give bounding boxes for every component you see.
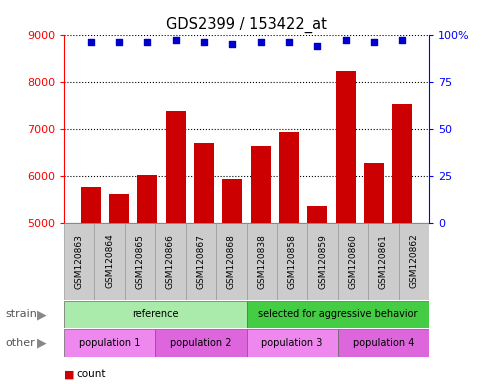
Point	[285, 39, 293, 45]
Text: population 2: population 2	[170, 338, 232, 348]
Bar	[246, 301, 429, 328]
Bar	[194, 143, 214, 223]
Bar	[246, 329, 338, 357]
Point	[143, 39, 151, 45]
Text: GSM120867: GSM120867	[196, 234, 206, 288]
Bar	[368, 223, 398, 300]
Bar	[338, 329, 429, 357]
Bar	[222, 179, 242, 223]
Bar	[186, 223, 216, 300]
Point	[342, 37, 350, 43]
Point	[87, 39, 95, 45]
Text: GSM120865: GSM120865	[136, 234, 144, 288]
Text: ■: ■	[64, 369, 74, 379]
Bar	[155, 329, 246, 357]
Point	[370, 39, 378, 45]
Bar	[307, 223, 338, 300]
Point	[200, 39, 208, 45]
Bar	[246, 223, 277, 300]
Point	[172, 37, 179, 43]
Bar	[277, 223, 307, 300]
Bar	[251, 146, 271, 223]
Bar	[125, 223, 155, 300]
Point	[398, 37, 406, 43]
Text: GDS2399 / 153422_at: GDS2399 / 153422_at	[166, 17, 327, 33]
Bar	[398, 223, 429, 300]
Bar	[95, 223, 125, 300]
Text: GSM120858: GSM120858	[287, 234, 297, 288]
Bar	[279, 132, 299, 223]
Text: GSM120860: GSM120860	[349, 234, 357, 288]
Text: population 4: population 4	[352, 338, 414, 348]
Bar	[64, 223, 95, 300]
Text: population 3: population 3	[261, 338, 323, 348]
Bar	[216, 223, 246, 300]
Bar	[64, 329, 155, 357]
Bar	[109, 194, 129, 223]
Bar	[138, 175, 157, 223]
Text: strain: strain	[5, 310, 37, 319]
Bar	[392, 104, 412, 223]
Text: ▶: ▶	[37, 308, 47, 321]
Text: population 1: population 1	[79, 338, 141, 348]
Point	[228, 41, 236, 47]
Text: GSM120864: GSM120864	[105, 234, 114, 288]
Text: GSM120838: GSM120838	[257, 234, 266, 288]
Text: GSM120868: GSM120868	[227, 234, 236, 288]
Text: other: other	[5, 338, 35, 348]
Bar	[338, 223, 368, 300]
Point	[257, 39, 265, 45]
Text: reference: reference	[132, 310, 178, 319]
Point	[115, 39, 123, 45]
Point	[314, 43, 321, 49]
Bar	[64, 301, 246, 328]
Bar	[308, 206, 327, 223]
Bar	[166, 111, 185, 223]
Bar	[364, 164, 384, 223]
Text: GSM120861: GSM120861	[379, 234, 388, 288]
Text: selected for aggressive behavior: selected for aggressive behavior	[258, 310, 418, 319]
Text: GSM120863: GSM120863	[75, 234, 84, 288]
Text: GSM120866: GSM120866	[166, 234, 175, 288]
Text: GSM120859: GSM120859	[318, 234, 327, 288]
Bar	[336, 71, 355, 223]
Text: count: count	[76, 369, 106, 379]
Text: GSM120862: GSM120862	[409, 234, 418, 288]
Text: ▶: ▶	[37, 337, 47, 350]
Bar	[81, 187, 101, 223]
Bar	[155, 223, 186, 300]
